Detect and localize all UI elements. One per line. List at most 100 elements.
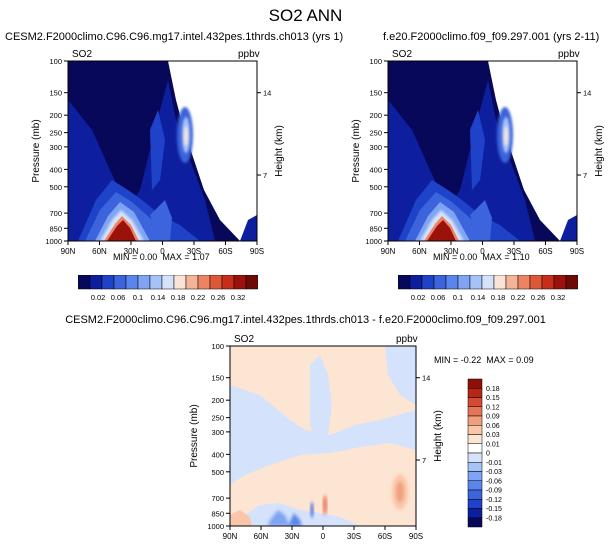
page-title: SO2 ANN	[268, 6, 343, 25]
colorbar-label: 0.03	[486, 432, 500, 439]
x-tick-label: 60N	[412, 247, 427, 256]
colorbar-swatch	[529, 275, 543, 290]
colorbar-swatch	[505, 275, 519, 290]
panel1-field	[68, 61, 257, 241]
y2-tick-label: 14	[422, 374, 430, 383]
panel2-colorbar: 0.02 0.06 0.1 0.14 0.18 0.22 0.26 0.32	[398, 275, 578, 302]
y-tick-label: 850	[49, 224, 62, 233]
y-tick-label: 300	[49, 143, 62, 152]
y-tick-label: 250	[369, 129, 382, 138]
panel1-left-label: SO2	[72, 49, 92, 60]
colorbar-label: 0.32	[551, 293, 566, 302]
y-tick-label: 100	[211, 342, 224, 351]
colorbar-swatch	[197, 275, 211, 290]
colorbar-swatch	[493, 275, 507, 290]
y2-tick-label: 7	[422, 456, 426, 465]
colorbar-swatch	[113, 275, 127, 290]
colorbar-label: -0.12	[486, 497, 502, 504]
y-tick-label: 150	[49, 89, 62, 98]
colorbar-swatch	[185, 275, 199, 290]
colorbar-label: -0.09	[486, 488, 502, 495]
x-tick-label: 90S	[250, 247, 264, 256]
colorbar-label: 0.1	[133, 293, 143, 302]
panel2-field	[388, 61, 577, 241]
panel2-minmax: MIN = 0.00 MAX = 1.10	[433, 252, 530, 262]
x-tick-label: 30S	[507, 247, 521, 256]
colorbar-label: 0.18	[486, 386, 500, 393]
colorbar-swatch	[481, 275, 495, 290]
colorbar-label: 0.12	[486, 404, 500, 411]
colorbar-label: 0.02	[91, 293, 106, 302]
y-tick-label: 1000	[207, 522, 224, 531]
colorbar-swatch	[541, 275, 555, 290]
y-tick-label: 850	[211, 509, 224, 518]
colorbar-swatch	[233, 275, 247, 290]
colorbar-swatch	[467, 517, 483, 528]
panel2-chart: SO2 ppbv Pressure (mb) Height (km) 90N 60…	[351, 49, 605, 256]
panel3-left-label: SO2	[234, 334, 254, 345]
colorbar-swatch	[467, 425, 483, 435]
colorbar-swatch	[467, 480, 483, 491]
x-tick-label: 30S	[187, 247, 201, 256]
colorbar-swatch	[221, 275, 235, 290]
colorbar-label: 0.15	[486, 395, 500, 402]
y-tick-label: 1000	[365, 237, 382, 246]
colorbar-swatch	[467, 397, 483, 407]
y-tick-label: 700	[211, 494, 224, 503]
y-tick-label: 1000	[45, 237, 62, 246]
y-tick-label: 400	[211, 450, 224, 459]
colorbar-swatch	[467, 443, 483, 454]
colorbar-swatch	[398, 275, 411, 290]
y-tick-label: 500	[49, 183, 62, 192]
panel1-title: CESM2.F2000climo.C96.C96.mg17.intel.432p…	[5, 31, 344, 43]
x-tick-label: 30N	[124, 247, 139, 256]
colorbar-label: 0.02	[411, 293, 426, 302]
colorbar-swatch	[457, 275, 471, 290]
panel3-colorbar: 0.18 0.15 0.12 0.09 0.06 0.03 0.01 0 -0.01 -0.03 -…	[467, 378, 502, 528]
colorbar-swatch	[467, 388, 483, 398]
panel1-minmax: MIN = 0.00 MAX = 1.07	[113, 252, 210, 262]
y-tick-label: 150	[211, 374, 224, 383]
colorbar-label: -0.06	[486, 478, 502, 485]
colorbar-swatch	[565, 275, 578, 290]
colorbar-swatch	[137, 275, 151, 290]
colorbar-swatch	[421, 275, 435, 290]
colorbar-swatch	[467, 471, 483, 481]
x-tick-label: 90N	[61, 247, 76, 256]
colorbar-label: 0.14	[471, 293, 486, 302]
panel1-colorbar: 0.02 0.06 0.1 0.14 0.18 0.22 0.26 0.32	[78, 275, 258, 302]
x-tick-label: 30S	[347, 532, 361, 541]
panel1-ylabel: Pressure (mb)	[31, 119, 42, 182]
y-tick-label: 400	[49, 165, 62, 174]
colorbar-swatch	[433, 275, 447, 290]
colorbar-swatch	[173, 275, 187, 290]
colorbar-swatch	[78, 275, 91, 290]
x-tick-label: 90N	[223, 532, 238, 541]
colorbar-label: -0.03	[486, 469, 502, 476]
panel3-field	[230, 346, 416, 526]
colorbar-label: -0.15	[486, 506, 502, 513]
colorbar-swatch	[467, 452, 483, 463]
x-tick-label: 30N	[444, 247, 459, 256]
colorbar-label: -0.18	[486, 515, 502, 522]
colorbar-swatch	[445, 275, 459, 290]
y-tick-label: 150	[369, 89, 382, 98]
panel3-title: CESM2.F2000climo.C96.C96.mg17.intel.432p…	[65, 314, 546, 326]
colorbar-label: 0.32	[231, 293, 246, 302]
panel2-units: ppbv	[558, 49, 580, 60]
colorbar-label: 0.14	[151, 293, 166, 302]
x-tick-label: 90S	[409, 532, 423, 541]
panel1-y2label: Height (km)	[274, 125, 285, 177]
panel2-ylabel: Pressure (mb)	[351, 119, 362, 182]
colorbar-swatch	[467, 462, 483, 472]
colorbar-swatch	[409, 275, 423, 290]
colorbar-swatch	[467, 434, 483, 444]
colorbar-label: -0.01	[486, 460, 502, 467]
y2-tick-label: 7	[583, 171, 587, 180]
y-tick-label: 200	[369, 111, 382, 120]
y-tick-label: 100	[49, 57, 62, 66]
colorbar-swatch	[89, 275, 103, 290]
colorbar-label: 0.01	[486, 441, 500, 448]
colorbar-label: 0.09	[486, 414, 500, 421]
panel2-y2label: Height (km)	[594, 125, 605, 177]
